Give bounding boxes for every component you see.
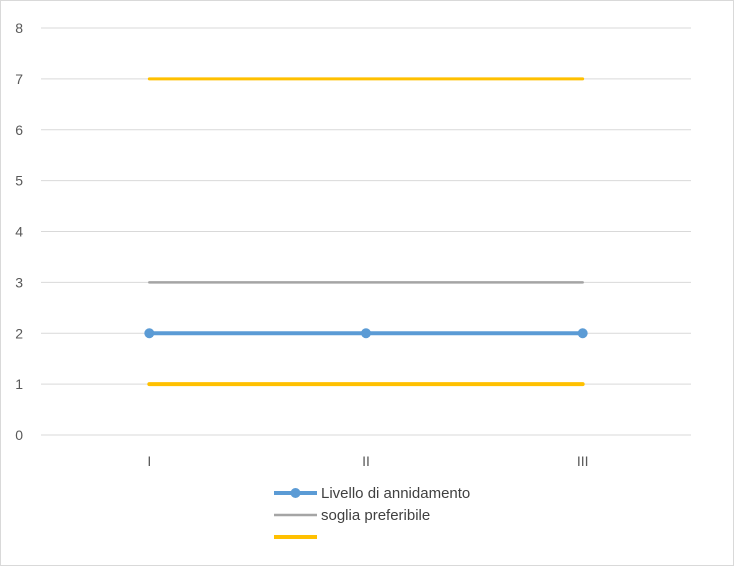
gridlines	[41, 27, 691, 436]
y-tick-label: 7	[15, 71, 23, 87]
series-lines	[144, 77, 588, 387]
legend-marker	[290, 488, 301, 498]
y-tick-label: 4	[15, 224, 23, 240]
data-point	[361, 328, 371, 339]
x-tick-label: II	[362, 453, 370, 469]
y-tick-label: 5	[15, 173, 23, 189]
y-tick-label: 8	[15, 20, 23, 36]
y-tick-label: 3	[15, 274, 23, 290]
x-axis-tick-labels: I II III	[147, 453, 588, 469]
y-tick-label: 0	[15, 427, 23, 443]
y-tick-label: 2	[15, 325, 23, 341]
x-tick-label: I	[147, 453, 151, 469]
y-tick-label: 1	[15, 376, 23, 392]
data-point	[144, 328, 155, 339]
y-tick-label: 6	[15, 122, 23, 138]
data-point	[577, 328, 588, 339]
legend-label: soglia preferibile	[321, 507, 430, 524]
legend: Livello di annidamento soglia preferibile	[274, 485, 470, 539]
x-tick-label: III	[577, 453, 589, 469]
legend-label: Livello di annidamento	[321, 485, 470, 502]
y-axis-tick-labels: 0 1 2 3 4 5 6 7 8	[15, 20, 23, 443]
